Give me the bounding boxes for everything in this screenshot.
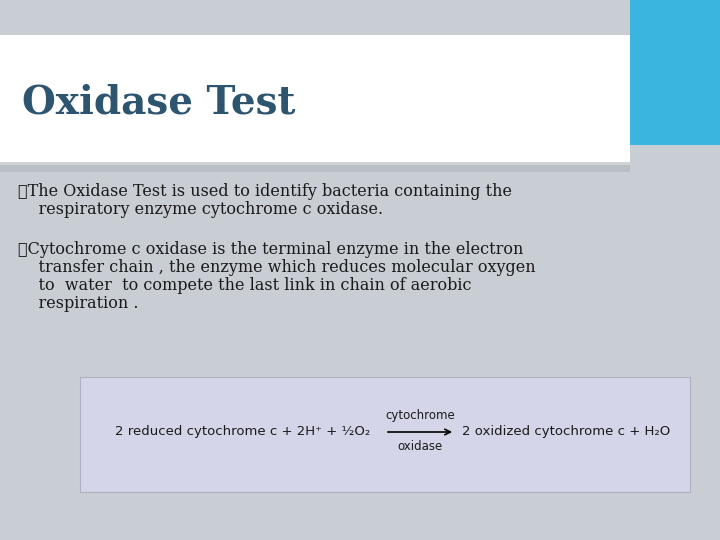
Bar bbox=[630, 0, 720, 145]
Bar bbox=[80, 377, 690, 492]
Bar bbox=[0, 162, 630, 172]
FancyArrowPatch shape bbox=[388, 429, 450, 435]
Bar bbox=[0, 35, 630, 165]
Text: ❖Cytochrome c oxidase is the terminal enzyme in the electron: ❖Cytochrome c oxidase is the terminal en… bbox=[18, 241, 523, 259]
Text: Oxidase Test: Oxidase Test bbox=[22, 83, 295, 121]
Text: respiratory enzyme cytochrome c oxidase.: respiratory enzyme cytochrome c oxidase. bbox=[18, 201, 383, 219]
Text: 2 oxidized cytochrome c + H₂O: 2 oxidized cytochrome c + H₂O bbox=[462, 426, 670, 438]
Text: cytochrome: cytochrome bbox=[385, 409, 455, 422]
Text: transfer chain , the enzyme which reduces molecular oxygen: transfer chain , the enzyme which reduce… bbox=[18, 260, 536, 276]
Text: to  water  to compete the last link in chain of aerobic: to water to compete the last link in cha… bbox=[18, 278, 472, 294]
Text: oxidase: oxidase bbox=[397, 440, 443, 453]
Text: respiration .: respiration . bbox=[18, 295, 138, 313]
Text: ❖The Oxidase Test is used to identify bacteria containing the: ❖The Oxidase Test is used to identify ba… bbox=[18, 184, 512, 200]
Text: 2 reduced cytochrome c + 2H⁺ + ½O₂: 2 reduced cytochrome c + 2H⁺ + ½O₂ bbox=[115, 426, 370, 438]
